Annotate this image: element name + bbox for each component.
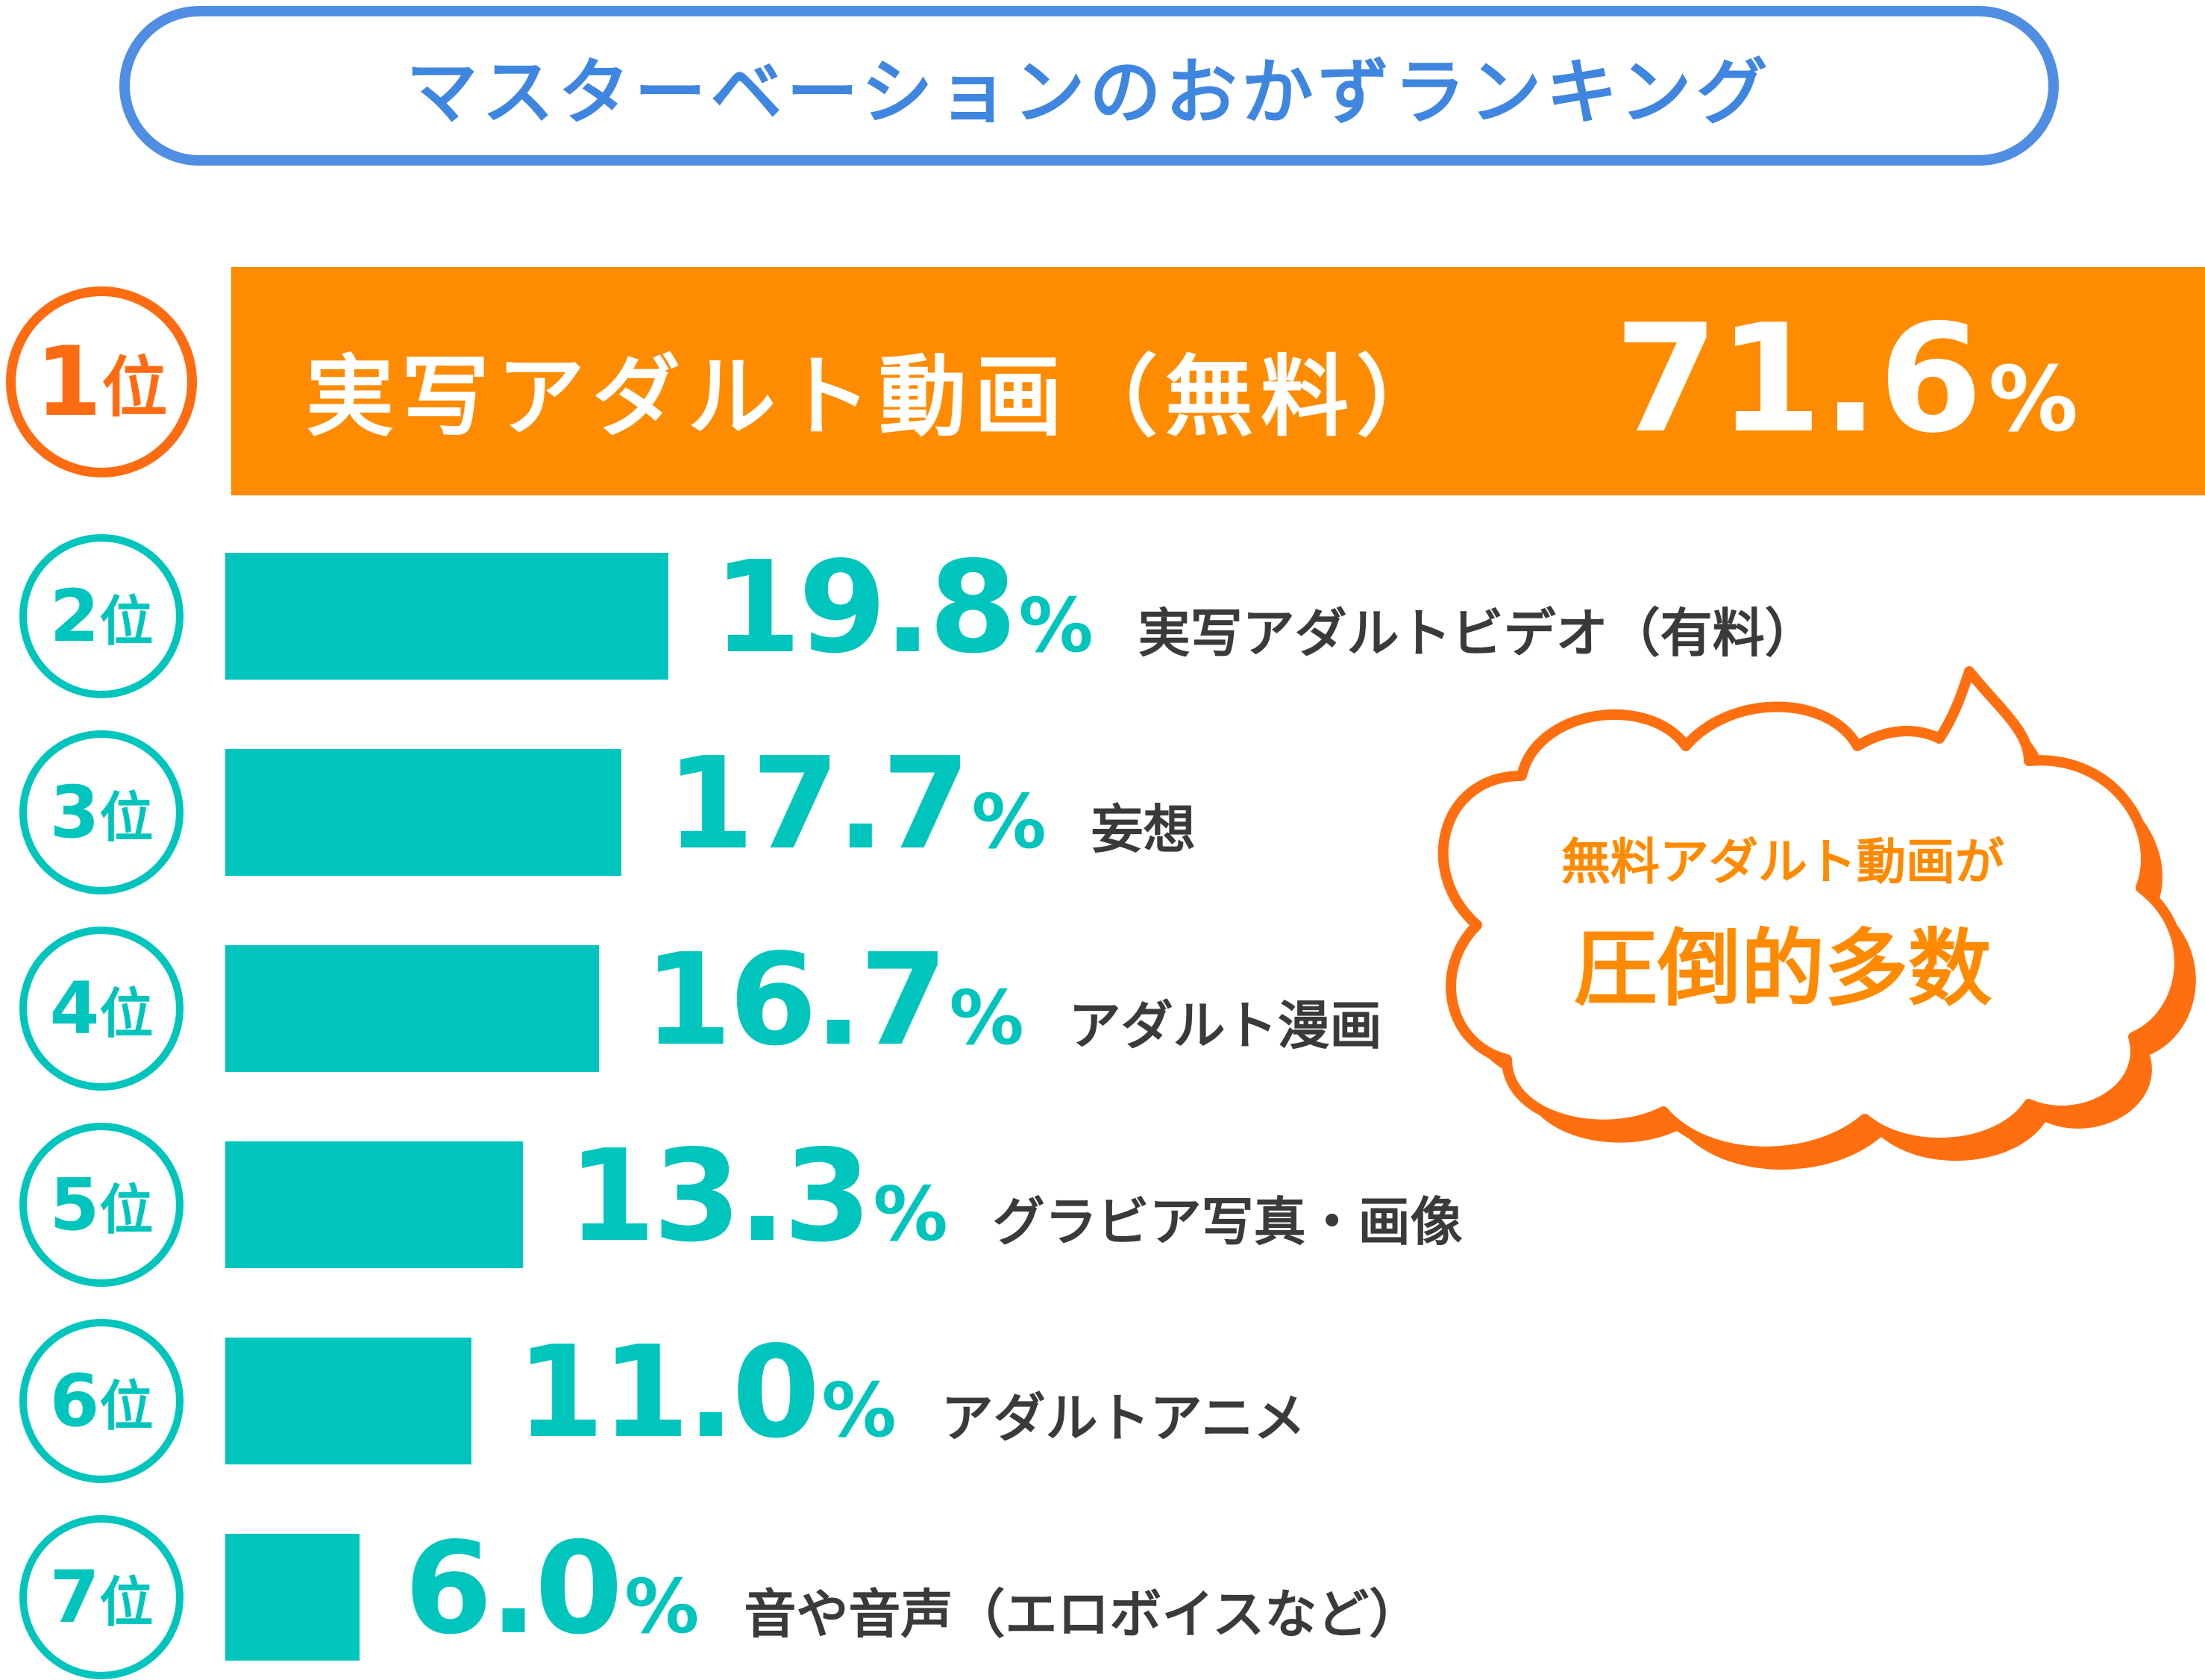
bar-rank-1 [231,267,2205,495]
rank-number: 4 [49,967,100,1050]
callout-line-2: 圧倒的多数 [1574,921,1992,1018]
value-label: 13.3 [568,1123,871,1270]
value-and-category-rank-7: 6.0% 音や音声（エロボイスなど） [404,1515,1421,1679]
rank-suffix: 位 [99,1570,154,1634]
rank-number: 1 [35,326,102,438]
value-and-category-rank-2: 19.8% 実写アダルトビデオ（有料） [713,534,1817,698]
rank-number: 6 [49,1359,100,1443]
bar-rank-3 [225,749,621,876]
category-label: 実写アダルトビデオ（有料） [1138,603,1817,664]
category-label-rank-1: 実写アダルト動画（無料） [306,345,1452,448]
rank-suffix: 位 [101,348,168,426]
category-label: アダルト漫画 [1068,995,1382,1056]
category-label: グラビア写真・画像 [992,1191,1463,1253]
value-label: 16.7 [644,927,947,1074]
chart-title: マスターベーションのおかずランキング [406,50,1772,134]
title-banner: マスターベーションのおかずランキング [119,6,2059,166]
category-label: アダルトアニメ [941,1388,1306,1449]
value-label: 17.7 [666,730,970,878]
rank-suffix: 位 [99,982,154,1045]
percent-sign: % [1018,582,1094,669]
percent-sign: % [873,1170,948,1258]
rank-number: 5 [49,1163,100,1247]
bar-rank-6 [225,1338,471,1464]
value-and-category-rank-3: 17.7% 妄想 [666,730,1196,894]
rank-suffix: 位 [99,1178,154,1241]
value-and-category-rank-5: 13.3% グラビア写真・画像 [568,1123,1463,1287]
bar-rank-5 [225,1141,523,1268]
rank-number: 7 [49,1555,100,1639]
bar-rank-4 [225,945,599,1072]
rank-suffix: 位 [99,1374,154,1438]
category-label: 妄想 [1091,799,1196,860]
rank-number: 3 [49,771,100,854]
callout-line-1: 無料アダルト動画が [1561,833,2004,891]
callout-cloud [1437,666,2185,1157]
percent-sign: % [624,1563,700,1650]
value-and-category-rank-4: 16.7% アダルト漫画 [644,927,1382,1091]
bar-rank-7 [225,1534,360,1661]
rank-suffix: 位 [99,589,154,653]
value-label: 19.8 [713,534,1017,682]
percent-sign: % [949,974,1024,1062]
rank-number: 2 [49,574,100,658]
rank-suffix: 位 [99,786,154,849]
value-number: 71.6 [1614,292,1983,466]
percent-sign: % [1988,348,2078,452]
value-and-category-rank-6: 11.0% アダルトアニメ [516,1319,1305,1483]
category-label: 音や音声（エロボイスなど） [744,1584,1422,1645]
value-label: 11.0 [516,1319,820,1467]
percent-sign: % [971,778,1047,865]
percent-sign: % [821,1367,897,1454]
value-label: 6.0 [404,1515,623,1663]
value-label-rank-1: 71.6% [1614,292,2078,466]
bar-rank-2 [225,553,668,680]
